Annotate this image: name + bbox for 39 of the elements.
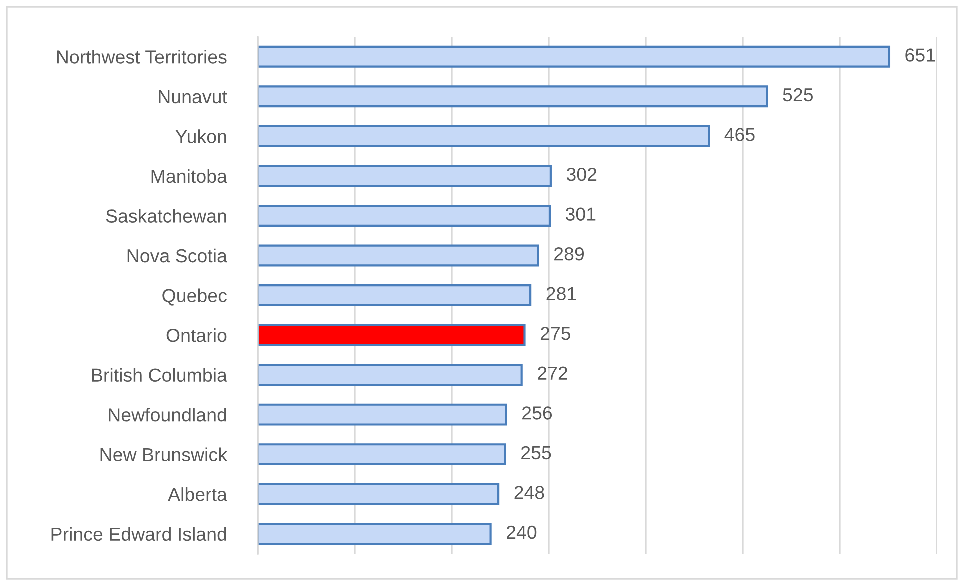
bar xyxy=(258,204,552,227)
data-label: 301 xyxy=(566,208,596,221)
data-label: 256 xyxy=(522,406,552,420)
y-tick-label: Manitoba xyxy=(152,169,228,184)
y-tick-label: Nunavut xyxy=(159,90,228,104)
y-tick-label: New Brunswick xyxy=(100,448,228,462)
data-label: 289 xyxy=(554,247,584,261)
bar xyxy=(258,523,492,546)
bar xyxy=(258,125,710,148)
data-label: 255 xyxy=(522,446,552,460)
y-tick-label: Northwest Territories xyxy=(57,50,227,64)
y-tick-label: British Columbia xyxy=(92,368,228,382)
y-tick-label: Yukon xyxy=(176,130,226,144)
data-label: 248 xyxy=(514,486,544,500)
y-tick-label: Quebec xyxy=(162,288,227,306)
bar xyxy=(258,444,506,466)
y-tick-label: Newfoundland xyxy=(109,408,226,422)
bar xyxy=(258,483,500,506)
bar xyxy=(258,324,526,346)
data-label: 465 xyxy=(724,128,755,142)
bar xyxy=(258,86,768,108)
bar xyxy=(258,404,508,426)
y-tick-label: Prince Edward Island xyxy=(52,527,226,542)
data-label: 651 xyxy=(906,48,936,62)
bar xyxy=(258,284,532,306)
y-tick-label: Nova Scotia xyxy=(128,248,228,263)
y-tick-label: Ontario xyxy=(166,328,227,342)
data-label: 281 xyxy=(546,287,576,301)
data-label: 240 xyxy=(507,526,537,540)
bar xyxy=(258,364,523,386)
data-label: 272 xyxy=(538,366,568,380)
data-label: 525 xyxy=(783,88,814,102)
bar xyxy=(258,244,540,267)
y-tick-label: Saskatchewan xyxy=(106,209,226,223)
y-tick-label: Alberta xyxy=(168,488,228,502)
bar xyxy=(258,46,891,68)
data-label: 302 xyxy=(566,168,597,182)
data-label: 275 xyxy=(540,327,571,340)
bar xyxy=(258,165,552,188)
